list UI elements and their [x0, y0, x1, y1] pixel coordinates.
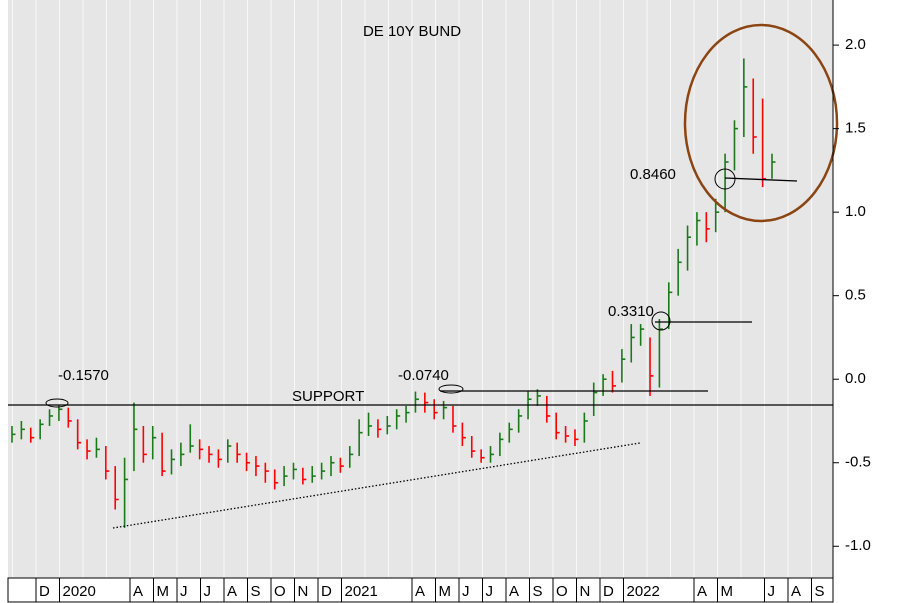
- y-tick-label: -1.0: [845, 537, 871, 554]
- x-tick-label: J: [462, 583, 470, 600]
- x-tick-label: D: [39, 583, 50, 600]
- x-tick-label: M: [157, 583, 170, 600]
- annotation: 0.3310: [608, 303, 654, 320]
- highlight-ellipse: [683, 23, 839, 223]
- x-tick-label: A: [791, 583, 801, 600]
- marker-ellipse: [438, 384, 464, 394]
- x-tick-label: 2022: [627, 583, 660, 600]
- y-tick-label: 1.0: [845, 203, 866, 220]
- x-tick-label: J: [180, 583, 188, 600]
- chart-title: DE 10Y BUND: [363, 23, 461, 40]
- x-tick-label: S: [815, 583, 825, 600]
- y-tick-label: -0.5: [845, 454, 871, 471]
- x-tick-label: A: [697, 583, 707, 600]
- x-tick-label: J: [486, 583, 494, 600]
- x-tick-label: M: [439, 583, 452, 600]
- x-tick-label: D: [603, 583, 614, 600]
- x-tick-label: 2021: [345, 583, 378, 600]
- x-tick-label: D: [321, 583, 332, 600]
- marker-ellipse: [45, 398, 69, 408]
- y-tick-label: 0.0: [845, 370, 866, 387]
- plot-background: [8, 0, 833, 578]
- x-tick-label: A: [227, 583, 237, 600]
- x-tick-label: 2020: [63, 583, 96, 600]
- x-tick-label: A: [133, 583, 143, 600]
- x-tick-label: N: [298, 583, 309, 600]
- x-tick-label: S: [251, 583, 261, 600]
- annotation: 0.8460: [630, 166, 676, 183]
- annotation: SUPPORT: [292, 388, 364, 405]
- x-tick-label: A: [509, 583, 519, 600]
- marker-circle: [651, 311, 671, 331]
- y-tick-label: 1.5: [845, 120, 866, 137]
- x-axis-band: [7, 577, 834, 603]
- x-tick-label: N: [580, 583, 591, 600]
- annotation: -0.1570: [58, 367, 109, 384]
- level-line: [724, 177, 798, 182]
- x-tick-label: J: [204, 583, 212, 600]
- trend-line: [112, 442, 641, 529]
- annotation: -0.0740: [398, 367, 449, 384]
- x-tick-label: O: [274, 583, 286, 600]
- x-tick-label: J: [768, 583, 776, 600]
- x-tick-label: M: [721, 583, 734, 600]
- x-tick-label: O: [556, 583, 568, 600]
- marker-circle: [714, 168, 736, 190]
- y-tick-label: 0.5: [845, 287, 866, 304]
- x-tick-label: A: [415, 583, 425, 600]
- x-tick-label: S: [533, 583, 543, 600]
- y-tick-label: 2.0: [845, 36, 866, 53]
